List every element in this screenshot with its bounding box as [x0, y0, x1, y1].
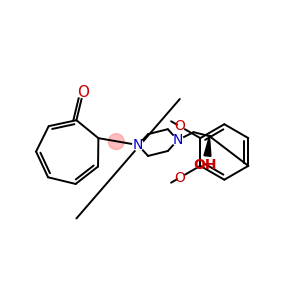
Circle shape	[108, 134, 124, 149]
Text: N: N	[172, 133, 183, 147]
Text: O: O	[174, 119, 185, 133]
Circle shape	[172, 135, 183, 146]
Polygon shape	[204, 136, 211, 156]
Text: OH: OH	[194, 158, 217, 172]
Text: O: O	[77, 85, 89, 100]
Text: O: O	[174, 171, 185, 185]
Text: N: N	[133, 138, 143, 152]
Circle shape	[133, 140, 144, 151]
